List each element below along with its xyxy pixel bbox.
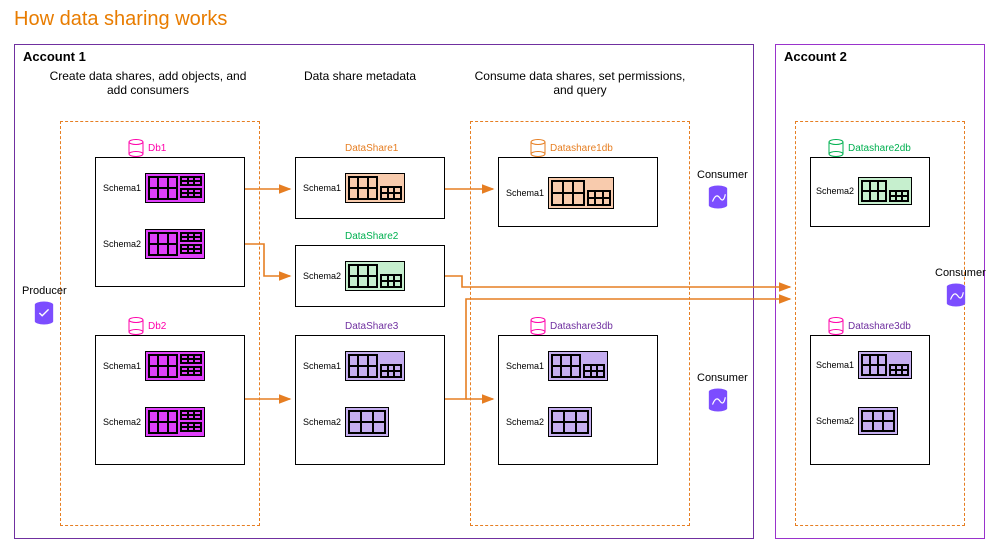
consumer2-label: Consumer [697,372,748,384]
producer-icon [33,301,55,325]
db2-name: Db2 [148,321,166,332]
datashare1db-name: Datashare1db [550,143,613,154]
datashare2db-a2-name: Datashare2db [848,143,911,154]
diagram-canvas: Account 1 Account 2 Create data shares, … [0,39,1000,544]
datashare2db-a2-icon [828,139,844,157]
datashare3-name: DataShare3 [345,321,398,332]
col1-label: Create data shares, add objects, and add… [48,69,248,97]
db1-schema1: Schema1 [103,173,205,203]
col3-label: Consume data shares, set permissions, an… [470,69,690,97]
consumer3-label: Consumer [935,267,986,279]
consumer2-icon [707,388,729,412]
datashare1db-schema: Schema1 [506,177,614,209]
datashare1-name: DataShare1 [345,143,398,154]
account-2-label: Account 2 [784,49,847,64]
datashare3db-a1-icon [530,317,546,335]
datashare3db-a1-name: Datashare3db [550,321,613,332]
datashare3-schema2: Schema2 [303,407,389,437]
datashare2-name: DataShare2 [345,231,398,242]
db2-schema2: Schema2 [103,407,205,437]
datashare3db-a1-schema1: Schema1 [506,351,608,381]
datashare3-schema1: Schema1 [303,351,405,381]
consumer1-icon [707,185,729,209]
db1-name: Db1 [148,143,166,154]
consumer1-label: Consumer [697,169,748,181]
datashare2db-a2-schema: Schema2 [816,177,912,205]
db1-schema2: Schema2 [103,229,205,259]
datashare3db-a2-schema2: Schema2 [816,407,898,435]
consumer3-icon [945,283,967,307]
page-title: How data sharing works [0,0,1000,39]
datashare1db-icon [530,139,546,157]
producer-label: Producer [22,285,67,297]
datashare1-schema1: Schema1 [303,173,405,203]
datashare3db-a2-schema1: Schema1 [816,351,912,379]
col2-label: Data share metadata [300,69,420,83]
datashare3db-a2-icon [828,317,844,335]
account-1-label: Account 1 [23,49,86,64]
db1-icon [128,139,144,157]
datashare3db-a2-name: Datashare3db [848,321,911,332]
db2-icon [128,317,144,335]
datashare2-schema: Schema2 [303,261,405,291]
db2-schema1: Schema1 [103,351,205,381]
datashare3db-a1-schema2: Schema2 [506,407,592,437]
